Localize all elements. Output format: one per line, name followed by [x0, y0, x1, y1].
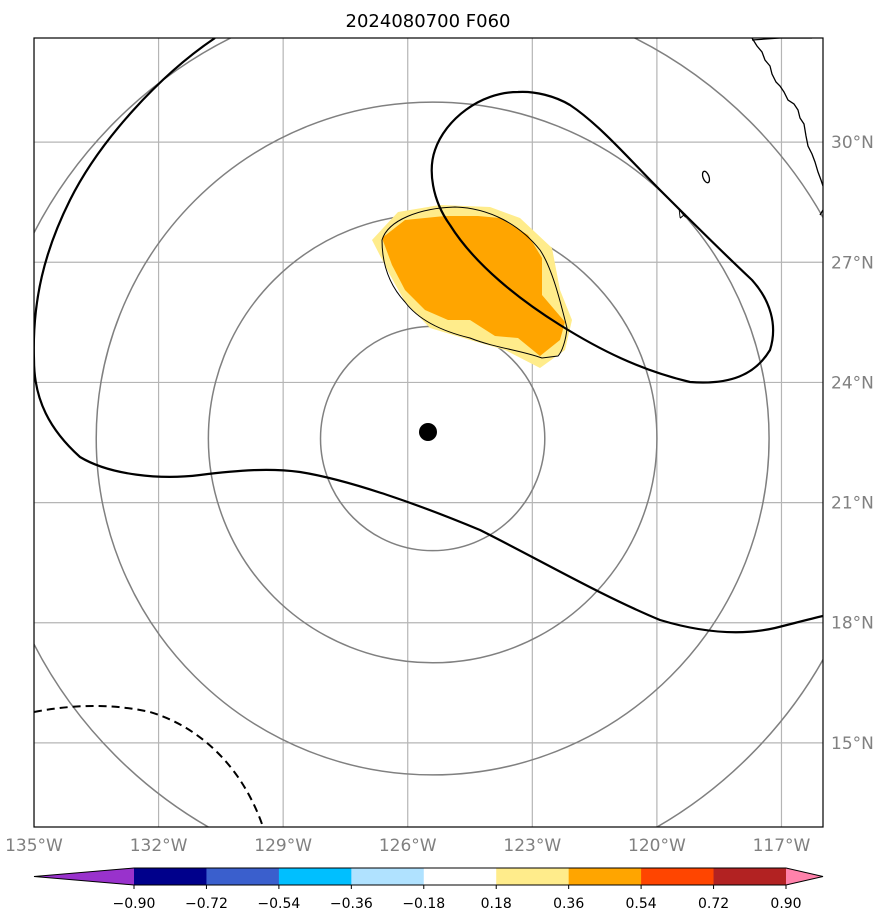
- coastline: [751, 38, 823, 187]
- lon-tick-label: 135°W: [5, 836, 63, 856]
- colorbar: −0.90 −0.72 −0.54 −0.36 −0.18 0.18 0.36 0.54 0.7…: [33, 867, 824, 912]
- lon-tick-label: 129°W: [254, 836, 312, 856]
- lon-tick-label: 117°W: [753, 836, 811, 856]
- lat-tick-label: 18°N: [831, 614, 874, 634]
- lat-tick-label: 24°N: [831, 373, 874, 393]
- lat-tick-label: 27°N: [831, 253, 874, 273]
- lat-tick-label: 21°N: [831, 494, 874, 514]
- map-panel: 4: [34, 38, 823, 827]
- colorbar-segment: [134, 868, 207, 885]
- colorbar-tick-label: 0.90: [770, 896, 801, 912]
- map-title: 2024080700 F060: [346, 11, 511, 32]
- colorbar-segment: [496, 868, 570, 885]
- colorbar-segment: [206, 868, 280, 885]
- graticule: [34, 38, 823, 827]
- contour-solid-loop: [430, 90, 775, 384]
- colorbar-segment: [351, 868, 425, 885]
- lat-tick-label: 15°N: [831, 734, 874, 754]
- colorbar-segment: [568, 868, 642, 885]
- range-rings: [34, 38, 823, 827]
- colorbar-tick-label: −0.18: [402, 896, 445, 912]
- lon-tick-label: 126°W: [379, 836, 437, 856]
- range-ring-3: [95, 101, 770, 776]
- colorbar-tick-label: −0.54: [257, 896, 300, 912]
- colorbar-segment: [641, 868, 715, 885]
- colorbar-tick-label: 0.54: [626, 896, 657, 912]
- shading-orange: [382, 216, 565, 356]
- colorbar-extend-low: [34, 868, 134, 885]
- contour-small-island: [701, 170, 711, 184]
- lon-tick-label: 132°W: [130, 836, 188, 856]
- colorbar-tick-label: −0.36: [330, 896, 373, 912]
- contour-solid-large: [34, 38, 823, 634]
- map-frame: [33, 37, 824, 828]
- lat-tick-label: 30°N: [831, 133, 874, 153]
- coastline-segment: [751, 38, 812, 41]
- latitude-tick-labels: 30°N 27°N 24°N 21°N 18°N 15°N: [831, 133, 874, 754]
- storm-center-marker: [419, 423, 437, 441]
- colorbar-tick-label: 0.18: [481, 896, 512, 912]
- colorbar-segment: [423, 868, 497, 885]
- shading-outline-contour: [381, 206, 568, 359]
- colorbar-tick-label: −0.90: [113, 896, 156, 912]
- contour-dashed: [34, 704, 264, 827]
- colorbar-tick-label: −0.72: [185, 896, 228, 912]
- lon-tick-label: 120°W: [628, 836, 686, 856]
- colorbar-tick-label: 0.72: [698, 896, 729, 912]
- colorbar-extend-high: [786, 868, 823, 885]
- lon-tick-label: 123°W: [503, 836, 561, 856]
- colorbar-segment: [713, 868, 787, 885]
- colorbar-segment: [278, 868, 352, 885]
- colorbar-tick-label: 0.36: [553, 896, 584, 912]
- longitude-tick-labels: 135°W 132°W 129°W 126°W 123°W 120°W 117°W: [5, 836, 810, 856]
